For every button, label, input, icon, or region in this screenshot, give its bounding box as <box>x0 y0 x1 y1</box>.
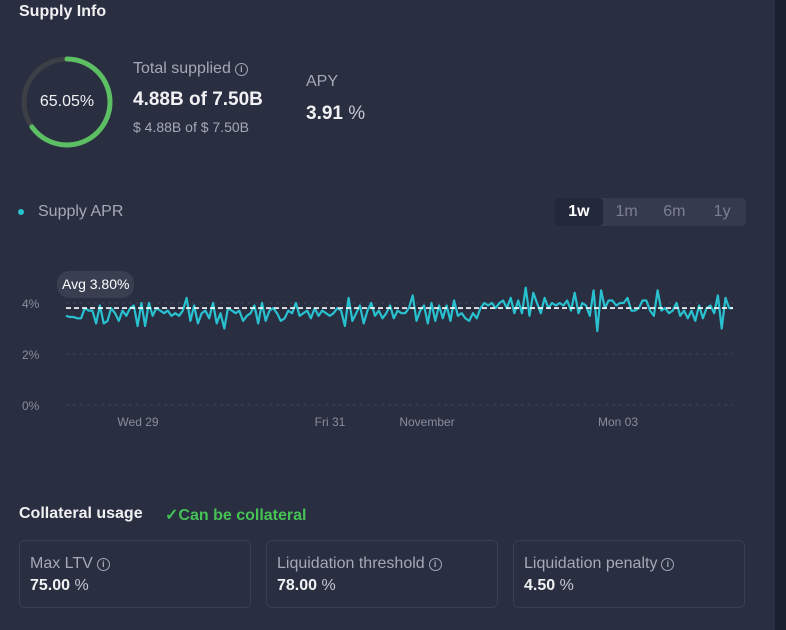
range-6m[interactable]: 6m <box>663 203 686 220</box>
y-tick-label: 2% <box>22 348 40 362</box>
utilization-percent: 65.05% <box>39 93 95 110</box>
info-icon[interactable]: i <box>96 558 110 571</box>
y-tick-label: 0% <box>22 399 40 413</box>
max-ltv-card: Max LTV i 75.00 % <box>19 540 251 608</box>
collateral-status: ✓Can be collateral <box>165 507 307 524</box>
supply-apr-line <box>65 286 733 333</box>
info-icon[interactable]: i <box>661 558 675 571</box>
average-badge: Avg 3.80% <box>57 271 135 298</box>
x-tick-label: Mon 03 <box>598 415 638 429</box>
supply-apr-chart: 0% 2% 4% Wed 29 Fri 31 November Mon 03 <box>22 286 733 429</box>
info-icon[interactable]: i <box>234 63 248 76</box>
collateral-title: Collateral usage <box>19 505 143 522</box>
info-icon[interactable]: i <box>428 558 442 571</box>
range-1y[interactable]: 1y <box>713 203 731 220</box>
x-tick-label: Wed 29 <box>117 415 158 429</box>
scrollbar-track[interactable] <box>775 0 786 630</box>
apy-value: 3.91 % <box>306 103 366 124</box>
time-range-selector[interactable]: 1w 1m 6m 1y <box>555 198 746 226</box>
check-icon: ✓ <box>165 507 179 524</box>
range-1w[interactable]: 1w <box>555 198 603 226</box>
total-supplied-usd: $ 4.88B of $ 7.50B <box>133 119 249 135</box>
range-1m[interactable]: 1m <box>615 203 638 220</box>
chart-legend: Supply APR <box>18 203 123 221</box>
liquidation-threshold-card: Liquidation threshold i 78.00 % <box>266 540 498 608</box>
x-tick-label: Fri 31 <box>315 415 346 429</box>
utilization-ring <box>21 56 113 148</box>
x-tick-label: November <box>399 415 454 429</box>
y-tick-label: 4% <box>22 297 40 311</box>
total-supplied-label: Total supplied i <box>133 60 248 78</box>
legend-dot-icon <box>18 209 24 215</box>
apy-label: APY <box>306 73 339 90</box>
page-title: Supply Info <box>19 3 107 20</box>
liquidation-penalty-card: Liquidation penalty i 4.50 % <box>513 540 745 608</box>
total-supplied-value: 4.88B of 7.50B <box>133 89 263 110</box>
